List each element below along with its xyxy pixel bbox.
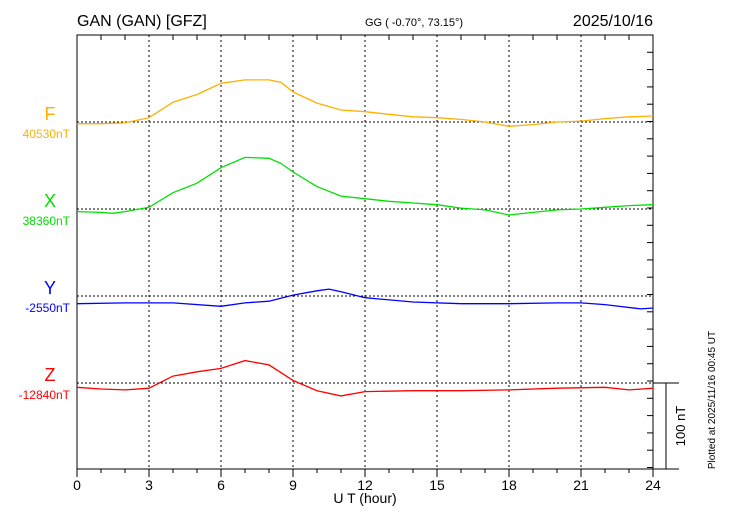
series-baseline-Z: -12840nT xyxy=(19,388,71,402)
x-tick-label: 0 xyxy=(73,477,81,493)
chart-title: GAN (GAN) [GFZ] xyxy=(77,13,207,30)
x-tick-label: 18 xyxy=(501,477,517,493)
series-line-X xyxy=(76,156,654,216)
station-coordinates: GG ( -0.70°, 73.15°) xyxy=(365,17,463,29)
x-tick-label: 12 xyxy=(357,477,373,493)
x-tick-label: 9 xyxy=(289,477,297,493)
scale-label: 100 nT xyxy=(673,406,688,447)
series-name-Z: Z xyxy=(45,365,56,385)
x-tick-label: 21 xyxy=(573,477,589,493)
x-tick-label: 3 xyxy=(145,477,153,493)
series-line-Y xyxy=(76,288,654,310)
x-axis-label: U T (hour) xyxy=(333,490,396,506)
x-tick-label: 6 xyxy=(217,477,225,493)
plotted-at-footer: Plotted at 2025/11/16 00:45 UT xyxy=(707,331,718,469)
series-line-F xyxy=(77,79,654,127)
chart-date: 2025/10/16 xyxy=(573,13,653,30)
series-name-X: X xyxy=(44,191,56,211)
series-name-Y: Y xyxy=(44,278,56,298)
series-line-Z xyxy=(76,359,654,397)
series-name-F: F xyxy=(45,104,56,124)
x-tick-label: 15 xyxy=(429,477,445,493)
x-tick-label: 24 xyxy=(645,477,661,493)
series-baseline-X: 38360nT xyxy=(23,214,71,228)
series-baseline-F: 40530nT xyxy=(23,127,71,141)
series-baseline-Y: -2550nT xyxy=(25,301,70,315)
